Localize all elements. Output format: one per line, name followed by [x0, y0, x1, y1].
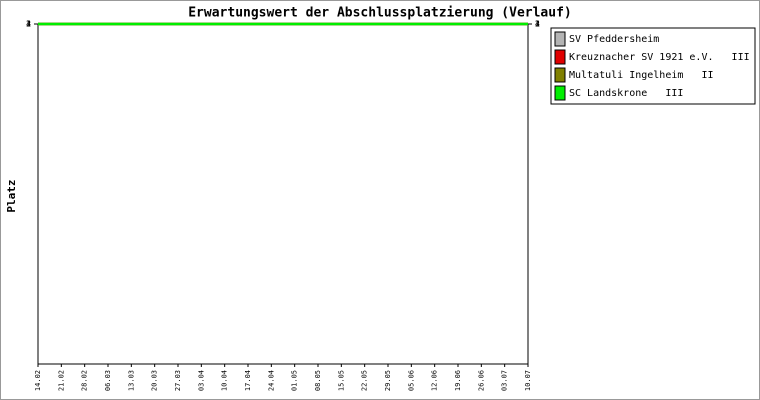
y-tick-label: 3	[26, 20, 31, 29]
x-tick-label: 15.05	[337, 370, 345, 391]
x-tick-label: 22.05	[361, 370, 369, 391]
y-tick-label-right: 3	[535, 20, 540, 29]
chart-title: Erwartungswert der Abschlussplatzierung …	[188, 6, 572, 21]
legend-swatch	[554, 67, 566, 83]
x-tick-label: 27.03	[174, 370, 182, 391]
y-tick-label: 4	[26, 20, 31, 29]
y-tick-label: 2	[26, 20, 31, 29]
legend-swatch	[554, 85, 566, 101]
x-tick-label: 10.04	[221, 370, 229, 391]
legend-label: Multatuli Ingelheim II	[569, 70, 714, 81]
y-tick-label-right: 4	[535, 20, 540, 29]
x-tick-label: 19.06	[454, 370, 462, 391]
x-tick-label: 08.05	[314, 370, 322, 391]
x-tick-label: 29.05	[384, 370, 392, 391]
x-tick-label: 26.06	[477, 370, 485, 391]
x-tick-label: 13.03	[127, 370, 135, 391]
legend-box	[550, 27, 756, 105]
legend-swatch	[554, 31, 566, 47]
legend-label: Kreuznacher SV 1921 e.V. III	[569, 52, 750, 63]
x-tick-label: 21.02	[57, 370, 65, 391]
y-tick-label: 1	[26, 20, 31, 29]
x-tick-label: 10.07	[524, 370, 532, 391]
x-tick-label: 28.02	[81, 370, 89, 391]
x-tick-label: 05.06	[407, 370, 415, 391]
x-tick-label: 06.03	[104, 370, 112, 391]
x-tick-label: 17.04	[244, 370, 252, 391]
x-tick-label: 03.07	[501, 370, 509, 391]
x-tick-label: 20.03	[151, 370, 159, 391]
y-tick-label-right: 2	[535, 20, 540, 29]
legend-label: SV Pfeddersheim	[569, 34, 659, 45]
legend-swatch	[554, 49, 566, 65]
x-tick-label: 01.05	[291, 370, 299, 391]
x-tick-label: 03.04	[197, 370, 205, 391]
legend-label: SC Landskrone III	[569, 88, 683, 99]
x-tick-label: 12.06	[431, 370, 439, 391]
x-tick-label: 14.02	[34, 370, 42, 391]
y-axis-label: Platz	[5, 179, 18, 212]
y-tick-label-right: 1	[535, 20, 540, 29]
x-tick-label: 24.04	[267, 370, 275, 391]
